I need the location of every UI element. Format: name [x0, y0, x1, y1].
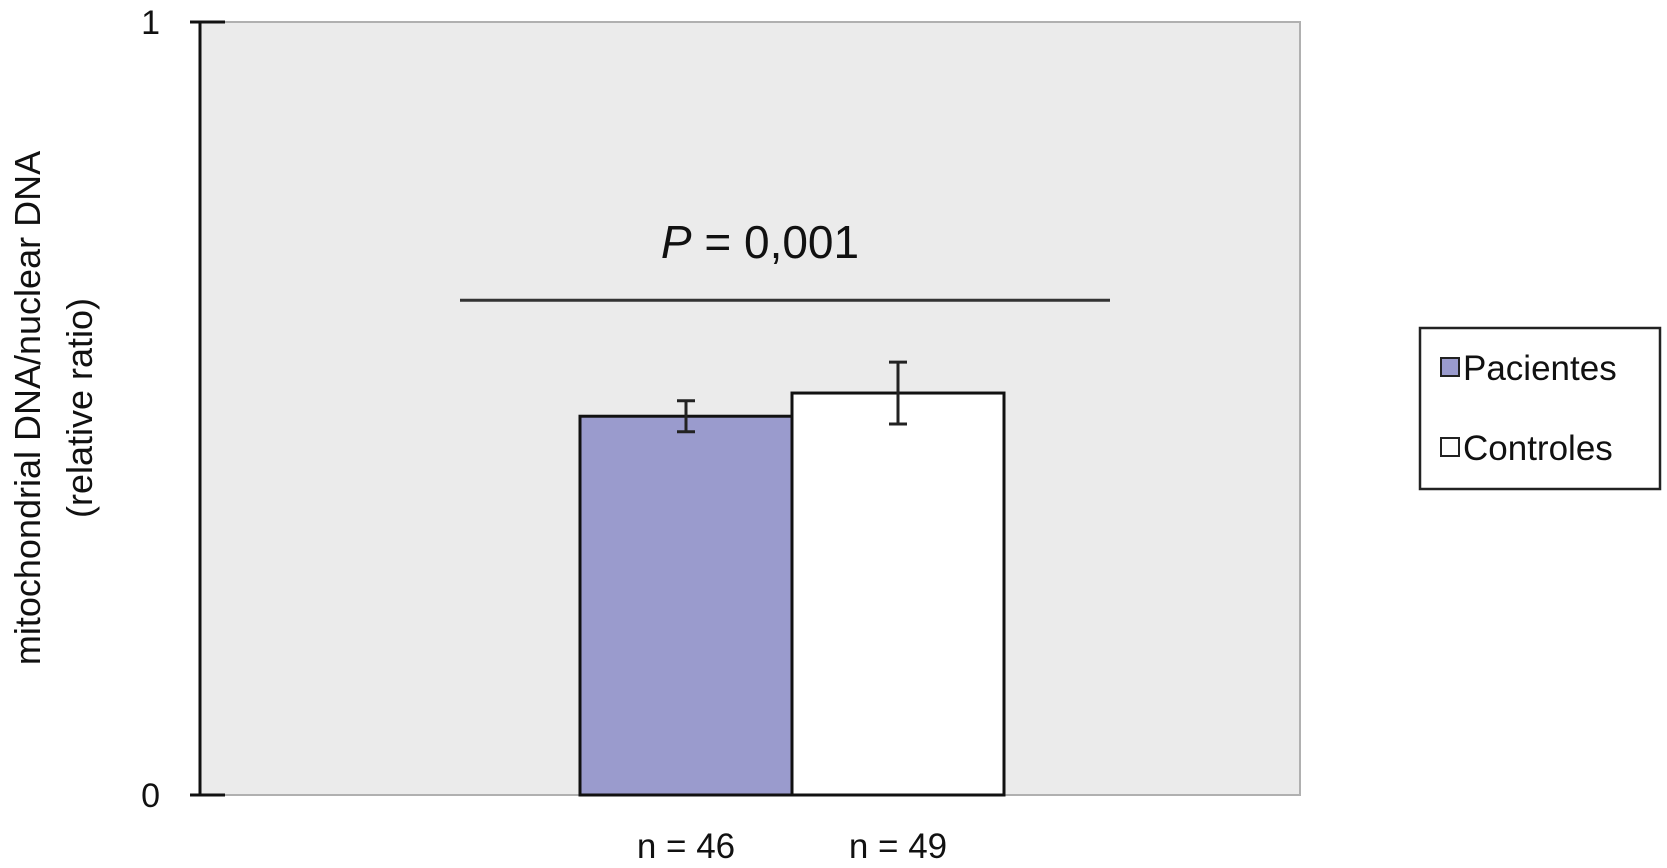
y-axis-label-line2: (relative ratio) — [59, 298, 100, 518]
p-symbol: P — [661, 216, 692, 268]
y-tick-label: 1 — [141, 4, 160, 42]
legend: Pacientes Controles — [1418, 326, 1662, 491]
p-value-label: P = 0,001 — [661, 216, 859, 268]
p-value: = 0,001 — [692, 216, 860, 268]
legend-swatch-controles — [1440, 437, 1460, 457]
n-label-pacientes: n = 46 — [637, 827, 735, 866]
y-tick-label: 0 — [141, 777, 160, 815]
y-axis-label: mitochondrial DNA/nuclear DNA — [7, 151, 48, 665]
bars: n = 46 n = 49 — [578, 360, 1006, 866]
n-label-controles: n = 49 — [849, 827, 947, 866]
legend-swatch-pacientes — [1440, 357, 1460, 377]
legend-box — [1418, 326, 1662, 491]
legend-label-pacientes: Pacientes — [1463, 349, 1617, 388]
legend-label-controles: Controles — [1463, 429, 1613, 468]
bar-controles — [790, 391, 1006, 797]
y-ticks: 01 — [141, 4, 225, 815]
bar-pacientes — [578, 414, 794, 797]
